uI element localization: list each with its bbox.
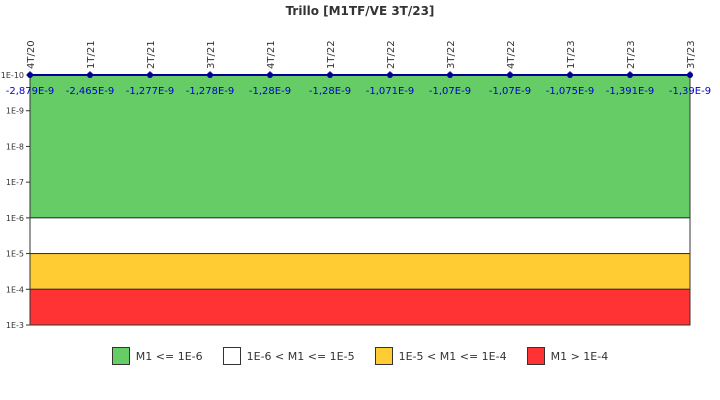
legend-item-1e-5-to-1e-4: 1E-5 < M1 <= 1E-4 — [374, 347, 507, 365]
data-point — [327, 72, 333, 78]
y-tick-label: 1E-10 — [1, 71, 24, 80]
data-label: -2,879E-9 — [6, 86, 55, 97]
data-point — [567, 72, 573, 78]
y-tick-label: 1E-8 — [6, 142, 24, 151]
y-tick-label: 1E-9 — [6, 107, 24, 116]
x-tick-label: 4T/21 — [266, 40, 277, 69]
x-tick-label: 4T/22 — [506, 40, 517, 69]
x-tick-label: 2T/21 — [146, 40, 157, 69]
data-point — [387, 72, 393, 78]
y-tick-label: 1E-6 — [6, 214, 24, 223]
x-tick-label: 2T/23 — [626, 40, 637, 69]
legend-label: M1 > 1E-4 — [550, 349, 609, 363]
data-point — [207, 72, 213, 78]
data-point — [27, 72, 33, 78]
x-tick-label: 2T/22 — [386, 40, 397, 69]
legend-label: M1 <= 1E-6 — [135, 349, 203, 363]
legend-swatch — [111, 347, 130, 365]
chart-bands — [29, 74, 691, 326]
data-label: -1,277E-9 — [126, 86, 175, 97]
legend-swatch — [374, 347, 393, 365]
y-tick-label: 1E-7 — [6, 178, 24, 187]
data-label: -2,465E-9 — [66, 86, 115, 97]
band-1 — [29, 217, 691, 255]
legend-item-m1-le-1e-6: M1 <= 1E-6 — [111, 347, 203, 365]
data-point — [267, 72, 273, 78]
x-tick-label: 3T/21 — [206, 40, 217, 69]
data-point — [447, 72, 453, 78]
x-tick-label: 3T/22 — [446, 40, 457, 69]
data-label: -1,071E-9 — [366, 86, 415, 97]
chart-title: Trillo [M1TF/VE 3T/23] — [286, 4, 435, 18]
x-tick-label: 4T/20 — [26, 40, 37, 69]
data-label: -1,391E-9 — [606, 86, 655, 97]
y-tick-label: 1E-4 — [6, 285, 24, 294]
y-tick-label: 1E-5 — [6, 250, 24, 259]
x-tick-label: 3T/23 — [686, 40, 697, 69]
data-label: -1,07E-9 — [429, 86, 471, 97]
legend: M1 <= 1E-6 1E-6 < M1 <= 1E-5 1E-5 < M1 <… — [0, 344, 720, 368]
legend-swatch — [222, 347, 241, 365]
data-point — [507, 72, 513, 78]
band-2 — [29, 253, 691, 290]
data-label: -1,39E-9 — [669, 86, 711, 97]
data-label: -1,07E-9 — [489, 86, 531, 97]
legend-label: 1E-6 < M1 <= 1E-5 — [246, 349, 355, 363]
data-point — [87, 72, 93, 78]
data-label: -1,278E-9 — [186, 86, 235, 97]
legend-swatch — [526, 347, 545, 365]
x-tick-label: 1T/21 — [86, 40, 97, 69]
band-0 — [29, 74, 691, 219]
band-3 — [29, 288, 691, 326]
data-point — [147, 72, 153, 78]
y-tick-label: 1E-3 — [6, 321, 24, 330]
data-label: -1,28E-9 — [309, 86, 351, 97]
legend-item-m1-gt-1e-4: M1 > 1E-4 — [526, 347, 609, 365]
data-label: -1,075E-9 — [546, 86, 595, 97]
x-tick-label: 1T/22 — [326, 40, 337, 69]
data-label: -1,28E-9 — [249, 86, 291, 97]
data-point — [627, 72, 633, 78]
data-point — [687, 72, 693, 78]
data-labels: -2,879E-9 -2,465E-9 -1,277E-9 -1,278E-9 -1,2… — [6, 86, 711, 97]
x-tick-label: 1T/23 — [566, 40, 577, 69]
legend-item-1e-6-to-1e-5: 1E-6 < M1 <= 1E-5 — [222, 347, 355, 365]
y-axis: 1E-10 1E-9 1E-8 1E-7 1E-6 1E-5 1E-4 1E-3 — [1, 71, 30, 330]
legend-label: 1E-5 < M1 <= 1E-4 — [398, 349, 507, 363]
chart-series — [27, 72, 693, 78]
x-axis: 4T/20 1T/21 2T/21 3T/21 4T/21 1T/22 2T/22 3T/22… — [26, 40, 697, 75]
